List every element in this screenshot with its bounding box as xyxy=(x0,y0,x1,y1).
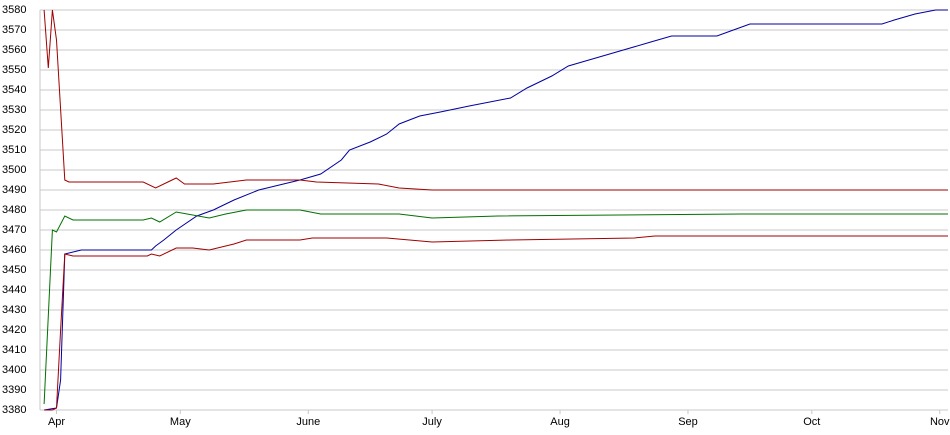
x-tick-label: Aug xyxy=(550,416,570,428)
y-tick-label: 3420 xyxy=(2,324,26,336)
y-tick-label: 3460 xyxy=(2,244,26,256)
x-tick-label: July xyxy=(422,416,442,428)
y-tick-label: 3570 xyxy=(2,24,26,36)
y-tick-label: 3550 xyxy=(2,64,26,76)
y-tick-label: 3560 xyxy=(2,44,26,56)
series-line xyxy=(43,9,948,191)
y-tick-label: 3430 xyxy=(2,304,26,316)
y-tick-label: 3480 xyxy=(2,204,26,216)
y-tick-label: 3390 xyxy=(2,384,26,396)
y-tick-label: 3380 xyxy=(2,404,26,416)
y-tick-label: 3540 xyxy=(2,84,26,96)
y-tick-label: 3490 xyxy=(2,184,26,196)
x-tick-label: Oct xyxy=(803,416,820,428)
y-tick-label: 3530 xyxy=(2,104,26,116)
x-tick-label: Apr xyxy=(48,416,65,428)
y-tick-label: 3510 xyxy=(2,144,26,156)
x-tick-label: Nov xyxy=(930,416,950,428)
series-line xyxy=(44,9,948,411)
series-line xyxy=(44,235,948,411)
y-tick-label: 3520 xyxy=(2,124,26,136)
series-line xyxy=(43,209,948,405)
x-tick-label: Sep xyxy=(678,416,698,428)
x-tick-label: May xyxy=(170,416,191,428)
y-tick-label: 3470 xyxy=(2,224,26,236)
y-tick-label: 3440 xyxy=(2,284,26,296)
y-tick-label: 3500 xyxy=(2,164,26,176)
y-tick-label: 3450 xyxy=(2,264,26,276)
y-tick-label: 3410 xyxy=(2,344,26,356)
x-tick-label: June xyxy=(296,416,320,428)
y-tick-label: 3400 xyxy=(2,364,26,376)
y-tick-label: 3580 xyxy=(2,4,26,16)
